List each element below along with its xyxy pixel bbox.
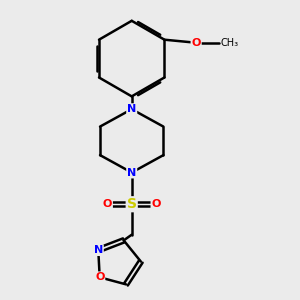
Text: S: S (127, 197, 137, 211)
Text: N: N (127, 104, 136, 114)
Text: O: O (152, 199, 161, 209)
Text: CH₃: CH₃ (220, 38, 238, 48)
Text: N: N (127, 167, 136, 178)
Text: N: N (94, 245, 103, 255)
Text: O: O (191, 38, 201, 48)
Text: O: O (95, 272, 104, 282)
Text: O: O (103, 199, 112, 209)
